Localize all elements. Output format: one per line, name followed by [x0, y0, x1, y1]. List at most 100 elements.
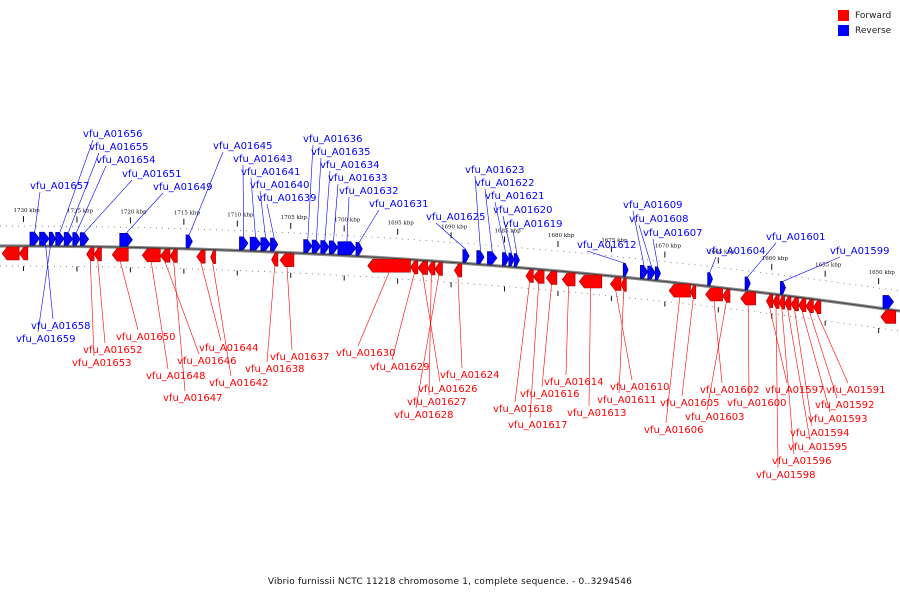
forward-gene-vfu_A01606: [668, 283, 691, 298]
tick-label: 1710 kbp: [227, 213, 254, 219]
tick-label: 1655 kbp: [815, 263, 842, 269]
forward-gene-vfu_A01591: [813, 300, 822, 315]
fwd-label-vfu_A01616: vfu_A01616: [520, 389, 579, 400]
tick-label: 1670 kbp: [655, 244, 682, 250]
rev-label-vfu_A01639: vfu_A01639: [257, 193, 316, 204]
legend-label-reverse: Reverse: [855, 25, 892, 36]
rev-label-vfu_A01623: vfu_A01623: [465, 165, 524, 176]
leader-line: [502, 215, 512, 254]
fwd-label-vfu_A01591: vfu_A01591: [826, 385, 885, 396]
leader-line: [474, 175, 481, 251]
forward-gene-vfu_A01637: [279, 253, 295, 267]
fwd-label-vfu_A01598: vfu_A01598: [756, 470, 815, 481]
leader-line: [34, 191, 41, 233]
rev-label-vfu_A01643: vfu_A01643: [233, 154, 292, 165]
leader-line: [816, 313, 849, 384]
reverse-gene-vfu_A01641: [249, 236, 262, 251]
leader-line: [259, 190, 266, 238]
rev-label-vfu_A01631: vfu_A01631: [369, 199, 428, 210]
fwd-label-vfu_A01652: vfu_A01652: [83, 345, 142, 356]
leader-line-layer: [34, 139, 849, 469]
fwd-label-vfu_A01637: vfu_A01637: [270, 352, 329, 363]
leader-line: [709, 256, 717, 273]
tick-label: 1715 kbp: [174, 211, 201, 217]
tick-label: 1730 kbp: [14, 208, 41, 214]
leader-line: [782, 256, 841, 282]
fwd-label-vfu_A01629: vfu_A01629: [370, 362, 429, 373]
fwd-label-vfu_A01610: vfu_A01610: [610, 382, 669, 393]
rev-label-vfu_A01635: vfu_A01635: [311, 147, 370, 158]
reverse-gene-vfu_A01645: [185, 234, 193, 249]
rev-label-vfu_A01634: vfu_A01634: [320, 160, 379, 171]
reverse-gene-vfu_A01604: [707, 272, 713, 286]
leader-line: [781, 309, 795, 455]
leader-line: [529, 283, 539, 419]
forward-gene-vfu_A01618: [525, 269, 534, 283]
forward-gene-vfu_A01600: [740, 291, 757, 306]
leader-line: [565, 285, 569, 376]
forward-gene-vfu_A01627: [427, 261, 436, 276]
leader-line: [428, 274, 432, 396]
forward-swatch: [838, 10, 849, 21]
leader-line: [706, 302, 727, 411]
forward-gene-vfu_A01598: [772, 295, 780, 309]
fwd-label-vfu_A01614: vfu_A01614: [544, 377, 603, 388]
rev-label-vfu_A01659: vfu_A01659: [16, 334, 75, 345]
reverse-gene-vfu_A01619: [513, 253, 520, 267]
fwd-label-vfu_A01613: vfu_A01613: [567, 408, 626, 419]
forward-gene-vfu_A01597: [766, 294, 774, 308]
map-caption: Vibrio furnissii NCTC 11218 chromosome 1…: [267, 577, 633, 587]
gene-layer: [1, 231, 897, 324]
forward-gene-vfu_A01642: [210, 250, 216, 264]
forward-gene-vfu_A01616: [545, 271, 558, 285]
forward-rail: [0, 265, 900, 332]
forward-gene-vfu_A01596: [778, 295, 785, 310]
fwd-label-vfu_A01611: vfu_A01611: [597, 395, 656, 406]
leader-line: [266, 203, 275, 239]
rev-label-vfu_A01599: vfu_A01599: [830, 246, 889, 257]
rev-label-vfu_A01622: vfu_A01622: [475, 178, 534, 189]
forward-gene-vfu_A01648: [141, 248, 161, 263]
fwd-label-vfu_A01603: vfu_A01603: [685, 412, 744, 423]
fwd-label-vfu_A01646: vfu_A01646: [177, 356, 236, 367]
leader-line: [775, 308, 779, 469]
forward-gene-vfu_A01605: [690, 285, 697, 299]
legend-label-forward: Forward: [855, 10, 892, 21]
fwd-label-vfu_A01605: vfu_A01605: [660, 398, 719, 409]
reverse-gene-vfu_A01639: [270, 237, 279, 252]
reverse-gene-vfu_A01608: [647, 265, 656, 280]
backbone-core: [0, 245, 900, 312]
tick-label: 1695 kbp: [388, 221, 415, 227]
fwd-label-vfu_A01593: vfu_A01593: [808, 414, 867, 425]
forward-gene-vfu_A01638: [271, 252, 279, 267]
reverse-gene-vfu_A01632: [337, 241, 357, 255]
fwd-label-vfu_A01624: vfu_A01624: [440, 370, 499, 381]
tick-label: 1680 kbp: [548, 233, 575, 239]
tick-layer: 1730 kbp 1725 kbp 1720 kbp 1715 kbp 1710 kbp…: [14, 208, 895, 334]
fwd-label-vfu_A01600: vfu_A01600: [727, 398, 786, 409]
reverse-gene-vfu_A01643: [239, 236, 249, 251]
leader-line: [638, 224, 652, 267]
reverse-gene-vfu_A01598b: [882, 295, 894, 309]
leader-line: [333, 183, 339, 241]
leader-line: [357, 272, 390, 347]
rev-label-vfu_A01612: vfu_A01612: [577, 240, 636, 251]
leader-line: [200, 263, 222, 342]
reverse-gene-vfu_A01651: [79, 232, 90, 246]
forward-gene-vfu_A01593: [798, 298, 807, 313]
rev-label-vfu_A01651: vfu_A01651: [122, 169, 181, 180]
legend-item-forward: Forward: [838, 8, 891, 23]
reverse-gene-vfu_A01640: [260, 237, 271, 251]
fwd-label-vfu_A01595: vfu_A01595: [788, 442, 847, 453]
forward-gene-vfu_A01653: [86, 247, 95, 262]
forward-gene-vfu_A01652: [93, 247, 102, 262]
forward-gene-vfu_A01611: [620, 277, 627, 292]
leader-line: [747, 304, 750, 397]
fwd-label-vfu_A01602: vfu_A01602: [700, 385, 759, 396]
legend: Forward Reverse: [838, 8, 891, 38]
tick-label: 1660 kbp: [762, 256, 789, 262]
rev-label-vfu_A01607: vfu_A01607: [643, 228, 702, 239]
reverse-gene-vfu_A01621: [502, 252, 510, 266]
leader-line: [97, 260, 106, 344]
